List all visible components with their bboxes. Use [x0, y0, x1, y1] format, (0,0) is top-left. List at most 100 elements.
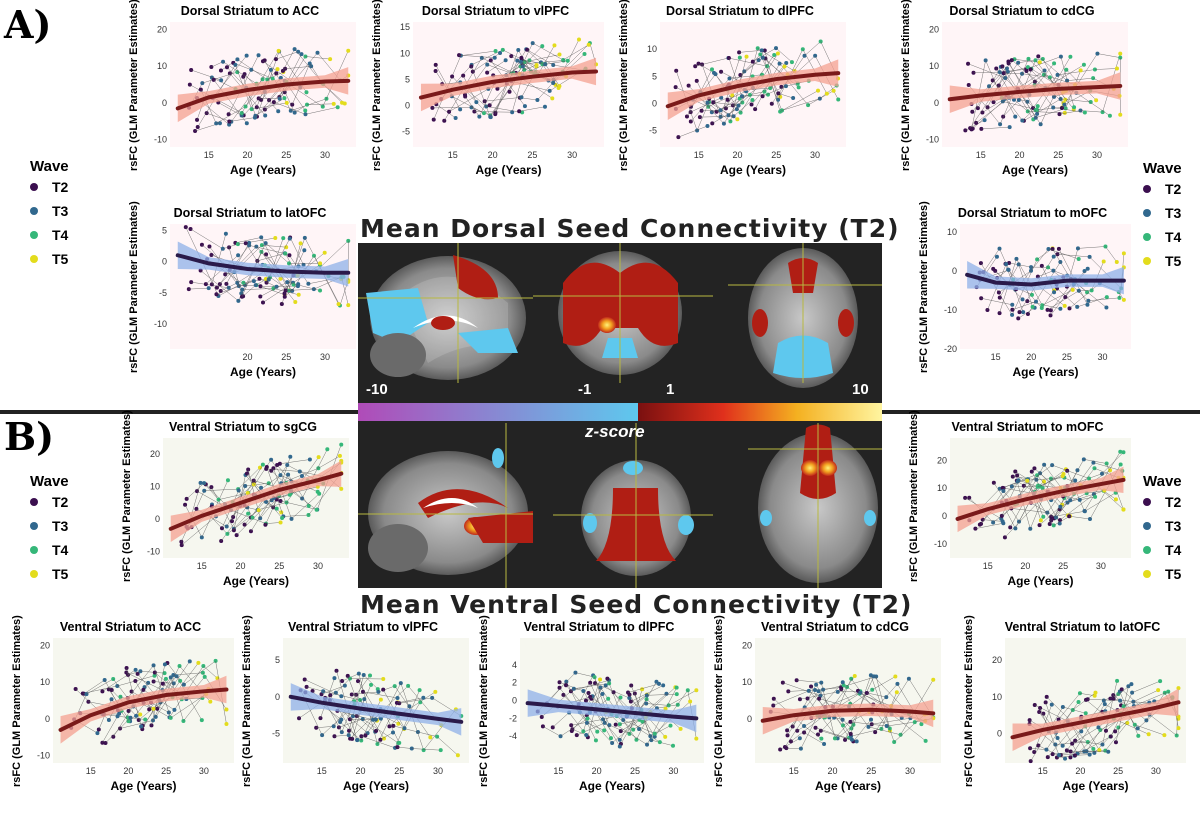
trajectory-line	[982, 519, 1003, 522]
data-point	[298, 241, 303, 246]
legend-dot-icon	[30, 546, 38, 554]
trajectory-line	[436, 104, 456, 119]
data-point	[287, 492, 292, 497]
y-tick-label: 5	[405, 74, 410, 84]
data-point	[1040, 56, 1045, 61]
data-point	[1075, 246, 1080, 251]
data-point	[1007, 125, 1012, 130]
data-point	[278, 276, 283, 281]
legend-label: T4	[1165, 542, 1182, 558]
data-point	[1102, 702, 1107, 707]
y-tick-label: 20	[929, 24, 939, 34]
data-point	[1025, 65, 1030, 70]
data-point	[1038, 705, 1043, 710]
data-point	[219, 78, 224, 83]
data-point	[250, 515, 255, 520]
trajectory-line	[1012, 301, 1037, 311]
data-point	[283, 288, 288, 293]
data-point	[657, 740, 662, 745]
data-point	[1010, 312, 1015, 317]
legend-title: Wave	[1143, 160, 1182, 177]
trajectory-line	[545, 60, 568, 65]
data-point	[1104, 295, 1109, 300]
trajectory-line	[1072, 727, 1099, 744]
data-point	[584, 732, 589, 737]
chart-title: Dorsal Striatum to mOFC	[957, 206, 1108, 220]
trajectory-line	[238, 284, 257, 287]
fit-confidence-ribbon	[177, 67, 349, 123]
data-point	[290, 288, 295, 293]
data-point	[705, 123, 710, 128]
data-point	[1081, 62, 1086, 67]
legend-b-left: Wave T2 T3 T4 T5	[30, 473, 69, 586]
data-point	[1076, 288, 1081, 293]
trajectory-line	[305, 56, 331, 60]
data-point	[819, 736, 824, 741]
data-point	[271, 286, 276, 291]
data-point	[152, 673, 157, 678]
y-axis-label: rsFC (GLM Parameter Estimates)	[11, 615, 23, 787]
trajectory-line	[524, 64, 537, 71]
data-point	[997, 246, 1002, 251]
data-point	[1041, 72, 1046, 77]
data-point	[663, 734, 668, 739]
y-tick-label: -5	[159, 288, 167, 298]
data-point	[968, 126, 973, 131]
trajectory-line	[1113, 683, 1132, 699]
data-point	[979, 521, 984, 526]
trajectory-line	[973, 71, 1000, 74]
data-point	[216, 497, 221, 502]
data-point	[1087, 752, 1092, 757]
data-point	[263, 113, 268, 118]
data-point	[782, 64, 787, 69]
trajectory-line	[1004, 498, 1042, 538]
data-point	[493, 49, 498, 54]
trajectory-line	[126, 672, 163, 691]
data-point	[843, 737, 848, 742]
trajectory-line	[335, 678, 351, 693]
data-point	[1118, 112, 1123, 117]
y-tick-label: 10	[937, 483, 947, 493]
data-point	[1052, 61, 1057, 66]
trajectory-line	[825, 692, 861, 708]
legend-label: T3	[52, 203, 69, 219]
data-point	[155, 706, 160, 711]
data-point	[673, 85, 678, 90]
trajectory-line	[707, 102, 731, 122]
data-point	[375, 742, 380, 747]
data-point	[302, 248, 307, 253]
trajectory-line	[1023, 98, 1061, 121]
chart-panel-2: Dorsal Striatum to dlPFC rsFC (GLM Parame…	[618, 0, 850, 179]
trajectory-line	[259, 278, 277, 288]
data-point	[293, 300, 298, 305]
chart-title: Ventral Striatum to ACC	[59, 620, 202, 634]
ventral-sagittal-slice	[358, 423, 533, 588]
data-point	[270, 76, 275, 81]
trajectory-line	[1052, 464, 1090, 479]
data-point	[1047, 522, 1052, 527]
data-point	[307, 457, 312, 462]
data-point	[866, 724, 871, 729]
legend-item-t3: T3	[30, 199, 69, 223]
data-point	[1033, 107, 1038, 112]
y-tick-label: -10	[147, 547, 160, 557]
data-point	[817, 696, 822, 701]
trajectory-line	[83, 679, 105, 695]
trajectory-line	[236, 497, 274, 536]
data-point	[982, 118, 987, 123]
plot-background	[170, 224, 356, 349]
data-point	[772, 52, 777, 57]
data-point	[503, 58, 508, 63]
legend-label: T3	[52, 518, 69, 534]
x-tick-label: 15	[448, 150, 458, 160]
trajectory-line	[102, 669, 136, 692]
data-point	[231, 514, 236, 519]
data-point	[1057, 752, 1062, 757]
trajectory-line	[1077, 246, 1106, 249]
data-point	[756, 58, 761, 63]
trajectory-line	[283, 514, 309, 517]
legend-label: T4	[52, 227, 69, 243]
data-point	[737, 50, 742, 55]
data-point	[602, 728, 607, 733]
data-point	[1085, 302, 1090, 307]
